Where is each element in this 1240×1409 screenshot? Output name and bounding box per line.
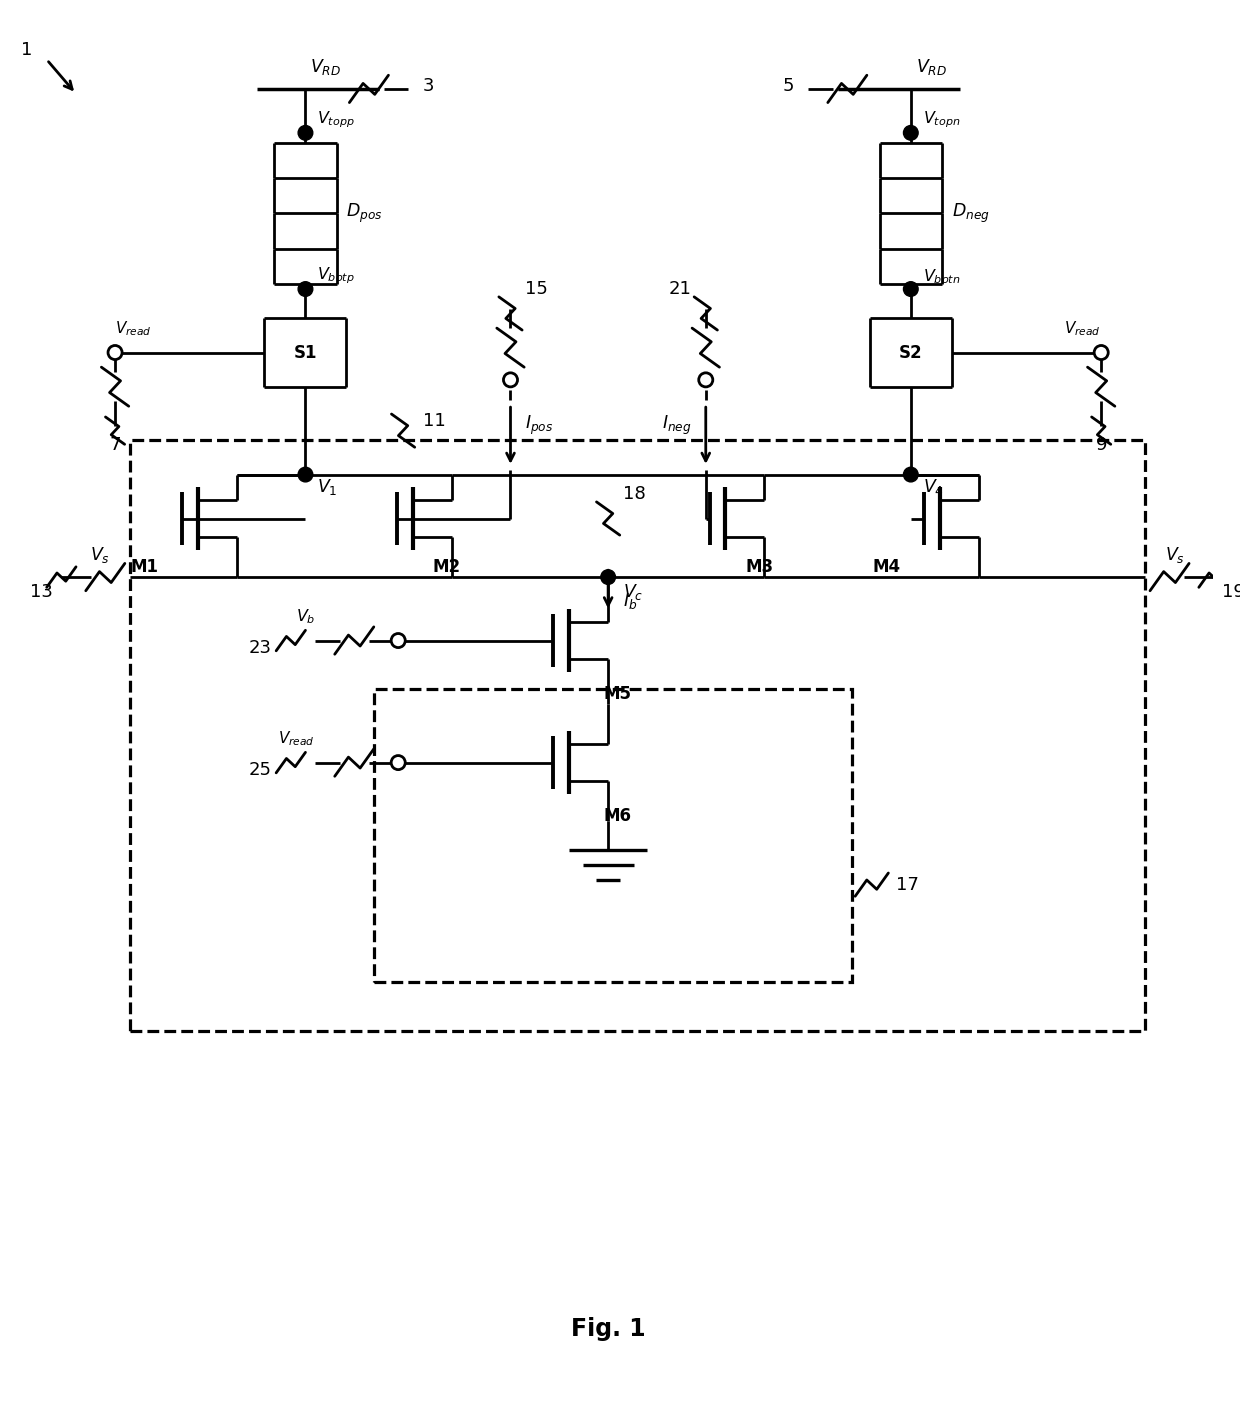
Text: 17: 17 — [897, 875, 919, 893]
Text: $V_{botp}$: $V_{botp}$ — [317, 265, 355, 286]
Text: $I_{pos}$: $I_{pos}$ — [525, 414, 553, 437]
Text: $V_{RD}$: $V_{RD}$ — [310, 58, 341, 77]
Circle shape — [601, 569, 615, 585]
Text: S1: S1 — [294, 344, 317, 362]
Circle shape — [698, 373, 713, 387]
Text: Fig. 1: Fig. 1 — [570, 1317, 646, 1341]
Text: $V_4$: $V_4$ — [923, 476, 944, 496]
Circle shape — [391, 634, 405, 648]
Text: $V_1$: $V_1$ — [317, 476, 337, 496]
Text: $V_{botn}$: $V_{botn}$ — [923, 268, 960, 286]
Text: 9: 9 — [1095, 437, 1107, 454]
Circle shape — [298, 468, 312, 482]
Circle shape — [904, 282, 918, 296]
Text: $V_c$: $V_c$ — [622, 582, 644, 602]
Text: M2: M2 — [433, 558, 461, 576]
Text: 5: 5 — [782, 77, 794, 94]
Text: $D_{pos}$: $D_{pos}$ — [346, 201, 383, 225]
Text: $V_{topp}$: $V_{topp}$ — [317, 110, 355, 130]
Circle shape — [503, 373, 517, 387]
Text: $V_{topn}$: $V_{topn}$ — [923, 110, 960, 130]
Text: $V_b$: $V_b$ — [296, 607, 315, 626]
Text: 3: 3 — [423, 77, 434, 94]
Text: 21: 21 — [668, 280, 691, 299]
Text: 19: 19 — [1221, 583, 1240, 600]
Text: $D_{neg}$: $D_{neg}$ — [952, 201, 990, 225]
Circle shape — [904, 125, 918, 139]
Text: 15: 15 — [525, 280, 548, 299]
Text: 25: 25 — [248, 761, 272, 779]
Text: M5: M5 — [604, 685, 632, 703]
Text: 11: 11 — [423, 411, 445, 430]
Circle shape — [298, 125, 312, 139]
Circle shape — [904, 468, 918, 482]
Circle shape — [108, 345, 122, 359]
Text: $V_s$: $V_s$ — [91, 545, 110, 565]
Circle shape — [1094, 345, 1109, 359]
Text: 7: 7 — [109, 437, 120, 454]
Text: $V_{read}$: $V_{read}$ — [279, 730, 315, 748]
Circle shape — [391, 755, 405, 769]
Text: S2: S2 — [899, 344, 923, 362]
Text: $I_{neg}$: $I_{neg}$ — [662, 414, 691, 437]
Text: M4: M4 — [872, 558, 900, 576]
Text: M3: M3 — [745, 558, 774, 576]
Text: $V_s$: $V_s$ — [1164, 545, 1184, 565]
Text: 18: 18 — [622, 485, 646, 503]
Text: $V_{RD}$: $V_{RD}$ — [915, 58, 947, 77]
Text: $I_b$: $I_b$ — [622, 592, 637, 612]
Circle shape — [298, 282, 312, 296]
Bar — [130, 441, 1145, 1031]
Text: $V_{read}$: $V_{read}$ — [1064, 320, 1101, 338]
Text: $V_{read}$: $V_{read}$ — [115, 320, 151, 338]
Text: M6: M6 — [604, 807, 632, 826]
Bar — [373, 689, 852, 982]
Text: 1: 1 — [21, 41, 33, 59]
Text: 23: 23 — [248, 640, 272, 658]
Text: M1: M1 — [130, 558, 159, 576]
Text: 13: 13 — [31, 583, 53, 600]
